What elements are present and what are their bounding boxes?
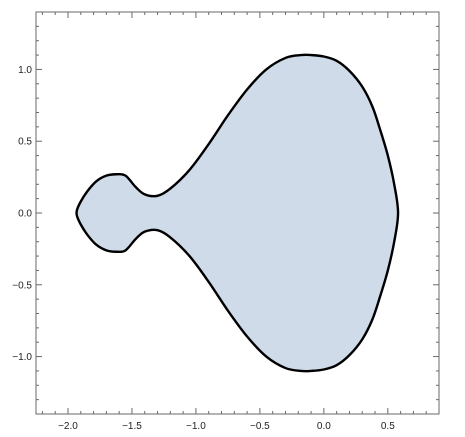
region-shape bbox=[75, 53, 400, 373]
y-tick-label: −1.0 bbox=[12, 352, 32, 363]
x-axis-ticks: −2.0 −1.5 −1.0 −0.5 0.0 0.5 bbox=[41, 12, 440, 432]
x-tick-label: −1.0 bbox=[186, 421, 206, 432]
y-axis-ticks: 1.0 0.5 0.0 −0.5 −1.0 bbox=[12, 11, 439, 401]
y-tick-label: 0.5 bbox=[18, 137, 32, 148]
x-tick-label: −0.5 bbox=[250, 421, 270, 432]
y-tick-label: 0.0 bbox=[18, 209, 32, 220]
x-tick-label: 0.0 bbox=[317, 421, 331, 432]
region-layer bbox=[75, 53, 400, 373]
y-tick-label: −0.5 bbox=[12, 280, 32, 291]
x-tick-label: −1.5 bbox=[122, 421, 142, 432]
y-tick-label: 1.0 bbox=[18, 65, 32, 76]
x-tick-label: −2.0 bbox=[58, 421, 78, 432]
x-tick-label: 0.5 bbox=[381, 421, 395, 432]
